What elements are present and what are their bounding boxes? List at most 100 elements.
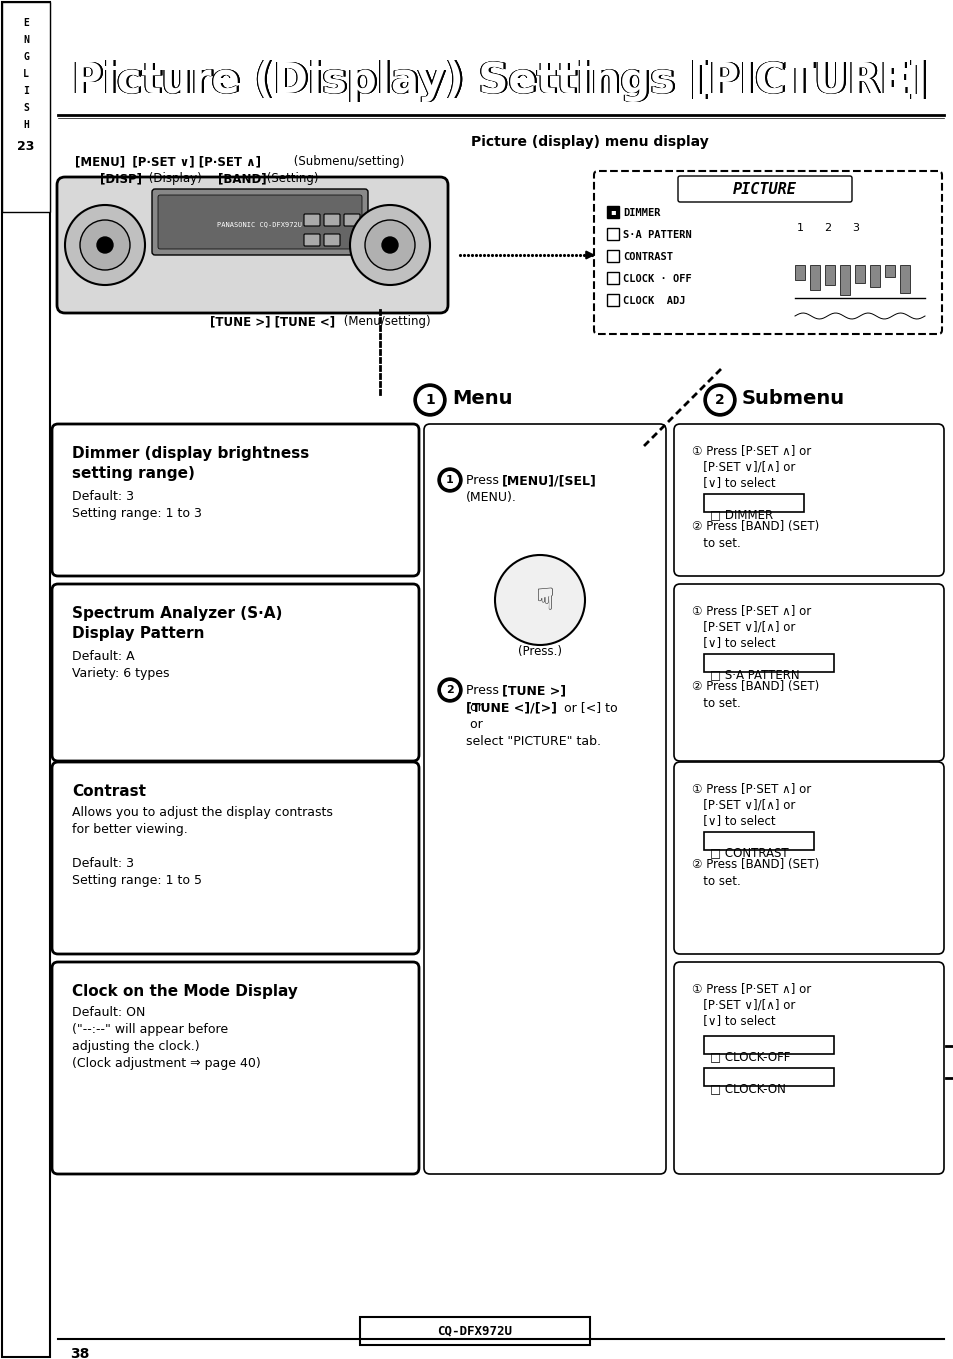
Text: ② Press [BAND] (SET)
   to set.: ② Press [BAND] (SET) to set. <box>691 858 819 887</box>
Text: H: H <box>23 120 29 130</box>
FancyBboxPatch shape <box>594 171 941 334</box>
Text: 2: 2 <box>823 223 831 232</box>
Circle shape <box>440 472 458 489</box>
FancyBboxPatch shape <box>152 189 368 255</box>
Circle shape <box>414 385 446 416</box>
Text: Picture (Display) Settings [PICTURE]: Picture (Display) Settings [PICTURE] <box>73 60 928 102</box>
Circle shape <box>703 385 735 416</box>
FancyBboxPatch shape <box>324 213 339 226</box>
Text: PANASONIC CQ-DFX972U: PANASONIC CQ-DFX972U <box>217 222 302 227</box>
FancyBboxPatch shape <box>304 213 319 226</box>
Text: (Setting): (Setting) <box>263 173 318 185</box>
Bar <box>606 294 618 306</box>
FancyBboxPatch shape <box>158 194 361 249</box>
Text: 1: 1 <box>425 393 435 406</box>
Text: (Display): (Display) <box>145 173 205 185</box>
Text: (Menu/setting): (Menu/setting) <box>339 315 430 328</box>
Text: CLOCK  ADJ: CLOCK ADJ <box>622 296 685 306</box>
Text: Picture (display) menu display: Picture (display) menu display <box>471 135 708 149</box>
Text: Default: ON: Default: ON <box>71 1006 145 1019</box>
Bar <box>703 1068 833 1086</box>
Text: □ DIMMER: □ DIMMER <box>709 508 772 520</box>
FancyBboxPatch shape <box>678 177 851 202</box>
FancyBboxPatch shape <box>57 177 448 313</box>
FancyBboxPatch shape <box>673 424 943 576</box>
Text: [P·SET ∨] [P·SET ∧]: [P·SET ∨] [P·SET ∧] <box>120 155 261 169</box>
Text: Spectrum Analyzer (S·A)
Display Pattern: Spectrum Analyzer (S·A) Display Pattern <box>71 606 282 641</box>
Text: Allows you to adjust the display contrasts: Allows you to adjust the display contras… <box>71 806 333 819</box>
Text: E: E <box>23 18 29 29</box>
Text: PICTURE: PICTURE <box>732 182 796 197</box>
Text: or [<] to: or [<] to <box>559 701 617 713</box>
Bar <box>606 228 618 241</box>
Text: Clock on the Mode Display: Clock on the Mode Display <box>71 984 297 999</box>
Text: Default: 3: Default: 3 <box>71 491 133 503</box>
Bar <box>794 265 804 280</box>
Text: Dimmer (display brightness
setting range): Dimmer (display brightness setting range… <box>71 446 309 481</box>
Bar <box>869 265 879 287</box>
Text: [∨] to select: [∨] to select <box>691 1014 775 1027</box>
Text: I: I <box>23 86 29 96</box>
FancyBboxPatch shape <box>52 962 418 1174</box>
Text: (Clock adjustment ⇒ page 40): (Clock adjustment ⇒ page 40) <box>71 1057 260 1070</box>
FancyBboxPatch shape <box>673 762 943 954</box>
Circle shape <box>706 387 732 413</box>
Text: [∨] to select: [∨] to select <box>691 814 775 828</box>
Text: [TUNE <]/[>]: [TUNE <]/[>] <box>465 701 557 713</box>
Text: Press: Press <box>465 684 502 697</box>
Bar <box>809 265 820 289</box>
Text: for better viewing.: for better viewing. <box>71 824 188 836</box>
Circle shape <box>437 678 461 703</box>
Text: ① Press [P·SET ∧] or: ① Press [P·SET ∧] or <box>691 603 810 617</box>
Text: [P·SET ∨]/[∧] or: [P·SET ∨]/[∧] or <box>691 998 795 1011</box>
Text: Picture (Display) Settings [PICTURE]: Picture (Display) Settings [PICTURE] <box>73 60 928 102</box>
Circle shape <box>381 236 397 253</box>
Text: CLOCK · OFF: CLOCK · OFF <box>622 275 691 284</box>
Text: Setting range: 1 to 5: Setting range: 1 to 5 <box>71 874 202 887</box>
Text: (MENU).: (MENU). <box>465 491 517 504</box>
Circle shape <box>365 220 415 270</box>
FancyBboxPatch shape <box>673 962 943 1174</box>
FancyBboxPatch shape <box>304 234 319 246</box>
Circle shape <box>350 205 430 285</box>
Bar <box>606 250 618 262</box>
Text: Variety: 6 types: Variety: 6 types <box>71 667 170 680</box>
FancyBboxPatch shape <box>52 584 418 761</box>
Text: ▪: ▪ <box>610 208 616 216</box>
Text: Default: A: Default: A <box>71 650 134 663</box>
Text: [∨] to select: [∨] to select <box>691 476 775 489</box>
Text: 38: 38 <box>70 1347 90 1359</box>
Text: 2: 2 <box>446 685 454 694</box>
Text: ② Press [BAND] (SET)
   to set.: ② Press [BAND] (SET) to set. <box>691 680 819 709</box>
Text: [BAND]: [BAND] <box>218 173 266 185</box>
Text: [MENU]/[SEL]: [MENU]/[SEL] <box>501 474 597 487</box>
Text: [P·SET ∨]/[∧] or: [P·SET ∨]/[∧] or <box>691 459 795 473</box>
Text: Picture (Display) Settings [PICTURE]: Picture (Display) Settings [PICTURE] <box>72 60 926 102</box>
Text: S·A PATTERN: S·A PATTERN <box>622 230 691 241</box>
Bar <box>606 207 618 217</box>
Bar <box>606 272 618 284</box>
Text: DIMMER: DIMMER <box>622 208 659 217</box>
Text: Picture (Display) Settings [PICTURE]: Picture (Display) Settings [PICTURE] <box>71 60 925 102</box>
Circle shape <box>437 467 461 492</box>
Text: G: G <box>23 52 29 63</box>
Text: Menu: Menu <box>452 389 512 408</box>
Text: [∨] to select: [∨] to select <box>691 636 775 650</box>
Text: □ CLOCK-ON: □ CLOCK-ON <box>709 1082 785 1095</box>
Text: or: or <box>465 718 486 731</box>
Bar <box>854 265 864 283</box>
Bar <box>840 265 849 295</box>
Text: [P·SET ∨]/[∧] or: [P·SET ∨]/[∧] or <box>691 798 795 811</box>
Circle shape <box>97 236 112 253</box>
Circle shape <box>80 220 130 270</box>
Text: 3: 3 <box>852 223 859 232</box>
Bar <box>899 265 909 294</box>
Bar <box>824 265 834 285</box>
Text: L: L <box>23 69 29 79</box>
Text: or: or <box>465 701 482 713</box>
Bar <box>703 1036 833 1055</box>
Text: ☞: ☞ <box>525 586 554 614</box>
Text: Press: Press <box>465 474 502 487</box>
Text: □ CONTRAST: □ CONTRAST <box>709 847 788 859</box>
Bar <box>2 1 50 1358</box>
